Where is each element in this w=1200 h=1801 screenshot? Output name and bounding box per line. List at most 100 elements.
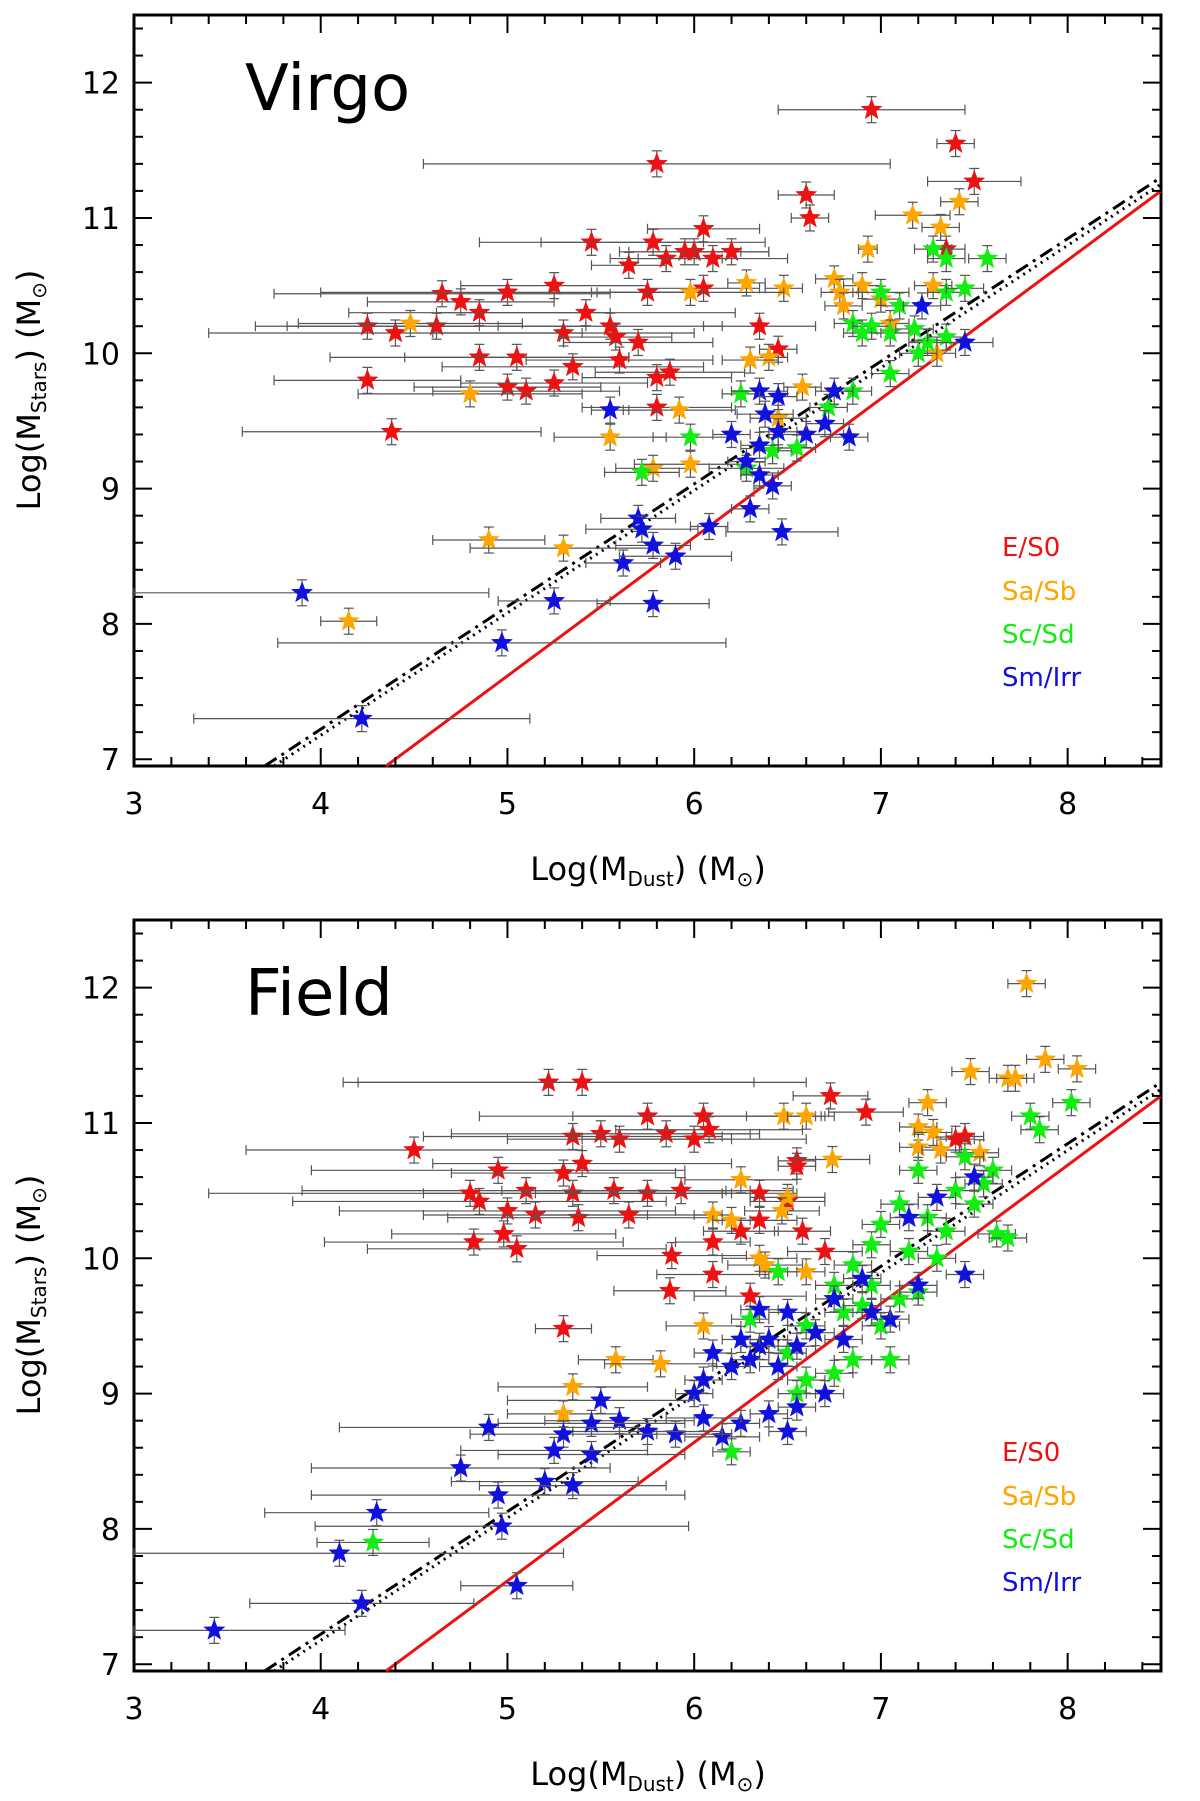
data-point-sm-irr [768, 1417, 807, 1446]
data-point-sc-sd [1020, 1116, 1059, 1144]
data-point-sm-irr [615, 531, 692, 560]
data-point-sm-irr [740, 1296, 779, 1324]
data-point-sm-irr [712, 420, 751, 449]
data-point-e-s0 [693, 238, 770, 266]
data-point-sa-sb [1025, 1045, 1065, 1073]
data-point-sm-irr [544, 1407, 695, 1435]
data-point-sm-irr [133, 579, 490, 607]
plot-frame [132, 13, 1163, 768]
data-point-sa-sb [921, 1136, 960, 1164]
y-tick-label: 12 [82, 972, 120, 1007]
data-point-sm-irr [902, 292, 942, 320]
data-point-sm-irr [596, 590, 710, 618]
data-point-sm-irr [936, 328, 994, 357]
data-point-sc-sd [945, 274, 985, 302]
data-point-e-s0 [310, 1156, 686, 1184]
data-point-e-s0 [245, 1136, 583, 1164]
data-point-sc-sd [913, 235, 953, 263]
x-tick-label: 7 [871, 1692, 890, 1727]
data-point-sa-sb [940, 188, 979, 216]
data-point-sa-sb [553, 423, 667, 451]
y-tick-labels: 7 8 9 10 11 12 [82, 67, 120, 779]
data-point-sa-sb [783, 373, 822, 401]
x-tick-label: 5 [498, 787, 517, 822]
data-point-e-s0 [460, 369, 649, 397]
x-tick-label: 5 [498, 1692, 517, 1727]
data-point-sa-sb [1057, 1055, 1097, 1083]
y-tick-label: 11 [82, 1107, 120, 1142]
data-point-sa-sb [727, 269, 766, 297]
y-tick-label: 7 [101, 1648, 120, 1683]
data-point-e-s0 [540, 228, 766, 256]
data-point-sm-irr [249, 1589, 475, 1617]
data-point-sm-irr [133, 1539, 565, 1567]
x-tick-label: 8 [1058, 787, 1077, 822]
data-point-e-s0 [777, 181, 835, 209]
data-point-sm-irr [478, 1472, 667, 1500]
data-point-sm-irr [852, 1298, 891, 1327]
data-point-sc-sd [603, 458, 680, 486]
data-point-sc-sd [870, 359, 910, 388]
data-point-sm-irr [829, 423, 869, 451]
relation-line-solid [385, 1094, 1162, 1673]
panel-title: Field [245, 957, 393, 1031]
data-point-sc-sd [917, 1244, 957, 1272]
data-point-e-s0 [366, 1235, 667, 1263]
data-point-e-s0 [450, 1159, 677, 1187]
relation-line-dashdot [263, 1081, 1162, 1673]
y-tick-label: 11 [82, 202, 120, 237]
data-point-sm-irr [740, 461, 779, 489]
y-tick-labels: 7 8 9 10 11 12 [82, 972, 120, 1684]
data-point-sm-irr [730, 495, 770, 523]
y-tick-label: 9 [101, 473, 120, 508]
relation-line-dotted [273, 1087, 1162, 1673]
data-point-sc-sd [842, 1292, 882, 1320]
data-point-e-s0 [693, 1282, 807, 1310]
data-point-e-s0 [435, 299, 736, 327]
data-point-e-s0 [777, 96, 966, 124]
data-point-e-s0 [590, 251, 667, 279]
data-point-sm-irr [824, 1325, 863, 1354]
data-point-sm-irr [460, 1436, 649, 1465]
data-point-e-s0 [792, 1082, 869, 1110]
y-axis-label: Log(MStars) (M⊙) [10, 1175, 51, 1416]
legend-entry-sm-irr: Sm/Irr [1002, 663, 1081, 693]
data-point-sa-sb [357, 380, 583, 408]
data-point-sa-sb [684, 1166, 798, 1194]
data-point-sm-irr [842, 1264, 882, 1293]
data-point-e-s0 [637, 244, 789, 273]
data-point-sa-sb [622, 396, 736, 424]
data-point-sm-irr [753, 472, 792, 500]
legend-entry-e-s0: E/S0 [1002, 533, 1060, 563]
data-point-e-s0 [581, 364, 733, 392]
data-point-sm-irr [193, 705, 531, 733]
plot-frame [132, 918, 1163, 1673]
y-tick-label: 10 [82, 1242, 120, 1277]
data-point-sm-irr [758, 382, 798, 411]
data-point-e-s0 [441, 353, 705, 381]
data-point-sc-sd [842, 319, 882, 347]
data-point-sc-sd [926, 1217, 966, 1245]
data-points [133, 969, 1097, 1645]
x-axis-label: Log(MDust) (M⊙) [530, 850, 766, 891]
axis-ticks [133, 920, 1161, 1671]
y-tick-label: 12 [82, 67, 120, 102]
x-tick-label: 3 [124, 1692, 143, 1727]
data-point-sm-irr [310, 1454, 611, 1482]
data-point-sa-sb [577, 1346, 654, 1374]
panel-virgo: 3 4 5 6 7 8 7 8 9 10 11 12 Virgo E/S0 Sa… [10, 13, 1163, 891]
data-point-e-s0 [562, 328, 714, 357]
data-point-e-s0 [926, 167, 1022, 196]
data-point-sc-sd [870, 1346, 910, 1374]
x-tick-label: 8 [1058, 1692, 1077, 1727]
data-point-sa-sb [596, 278, 785, 306]
data-point-e-s0 [292, 1187, 667, 1216]
data-point-sm-irr [310, 1481, 686, 1509]
legend: E/S0 Sa/Sb Sc/Sd Sm/Irr [1002, 1438, 1081, 1598]
data-point-sa-sb [743, 1197, 820, 1225]
y-tick-label: 8 [101, 1513, 120, 1548]
data-point-sa-sb [721, 346, 779, 374]
data-point-sm-irr [898, 1271, 938, 1299]
data-point-sa-sb [1007, 969, 1046, 998]
data-point-sc-sd [926, 323, 966, 351]
